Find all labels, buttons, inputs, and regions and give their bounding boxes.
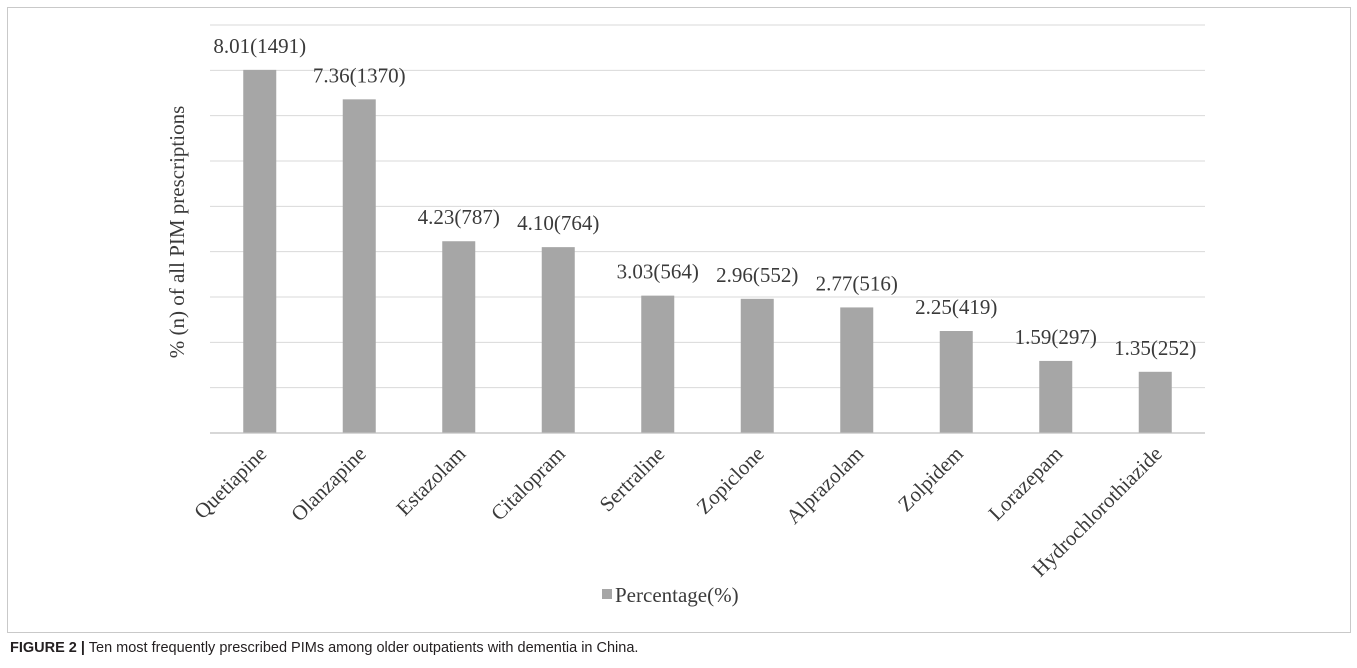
legend-label: Percentage(%)	[615, 583, 739, 607]
caption-text: Ten most frequently prescribed PIMs amon…	[88, 640, 639, 656]
x-tick-label: Zopiclone	[692, 442, 769, 519]
x-tick-label: Citalopram	[486, 442, 570, 526]
x-tick-label: Quetiapine	[189, 442, 271, 524]
bar	[1039, 360, 1073, 433]
bar	[939, 331, 973, 433]
x-tick-label: Zolpidem	[893, 442, 968, 517]
data-label: 7.36(1370)	[313, 63, 406, 87]
x-tick-labels: Quetiapine Olanzapine Estazolam Citalopram S…	[189, 442, 1167, 582]
x-tick-label: Estazolam	[391, 442, 470, 521]
bars	[243, 69, 1172, 433]
data-labels: 8.01(1491) 7.36(1370) 4.23(787) 4.10(764) 3.…	[213, 34, 1196, 360]
figure-frame	[7, 7, 1351, 633]
data-label: 2.77(516)	[816, 271, 898, 295]
x-tick-label: Sertraline	[595, 442, 670, 517]
bar	[541, 247, 575, 433]
data-label: 3.03(564)	[617, 260, 699, 284]
gridlines	[210, 24, 1205, 389]
data-label: 2.25(419)	[915, 295, 997, 319]
bar	[243, 69, 277, 433]
legend: Percentage(%)	[602, 583, 739, 607]
bar	[740, 298, 774, 433]
caption-label: FIGURE 2 |	[10, 640, 85, 656]
data-label: 4.10(764)	[517, 211, 599, 235]
x-tick-label: Olanzapine	[286, 442, 371, 527]
legend-swatch	[602, 589, 612, 599]
bar	[1138, 371, 1172, 433]
data-label: 4.23(787)	[418, 205, 500, 229]
bar	[641, 295, 675, 433]
data-label: 2.96(552)	[716, 263, 798, 287]
data-label: 1.59(297)	[1015, 325, 1097, 349]
figure-caption: FIGURE 2 | Ten most frequently prescribe…	[10, 640, 1340, 656]
x-tick-label: Alprazolam	[781, 442, 868, 529]
y-axis-label: % (n) of all PIM prescriptions	[165, 106, 189, 359]
data-label: 8.01(1491)	[213, 34, 306, 58]
data-label: 1.35(252)	[1114, 336, 1196, 360]
bar	[442, 241, 476, 433]
bar	[840, 307, 874, 433]
x-tick-label: Lorazepam	[984, 442, 1068, 526]
bar	[342, 99, 376, 433]
